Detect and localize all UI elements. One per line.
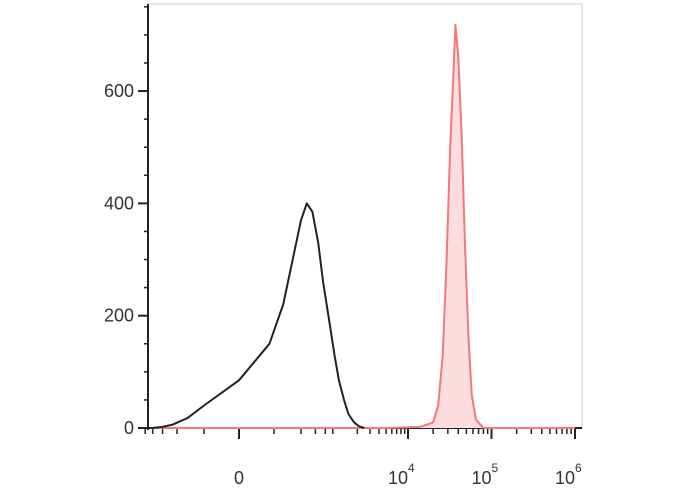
x-tick-label: 104 (388, 461, 415, 488)
plot-frame (147, 3, 583, 429)
x-tick-label: 106 (555, 461, 582, 488)
y-tick-label: 400 (104, 193, 134, 213)
y-tick-label: 200 (104, 306, 134, 326)
x-tick-label: 105 (472, 461, 499, 488)
series-1-line (152, 23, 575, 429)
x-tick-label: 0 (234, 468, 244, 488)
series-0-line (152, 202, 365, 429)
series-layer (152, 23, 575, 429)
y-axis: 0 200 400 600 (104, 4, 149, 438)
y-tick-label: 600 (104, 81, 134, 101)
x-axis: 0 104 105 106 (144, 427, 582, 488)
y-tick-label: 0 (124, 418, 134, 438)
